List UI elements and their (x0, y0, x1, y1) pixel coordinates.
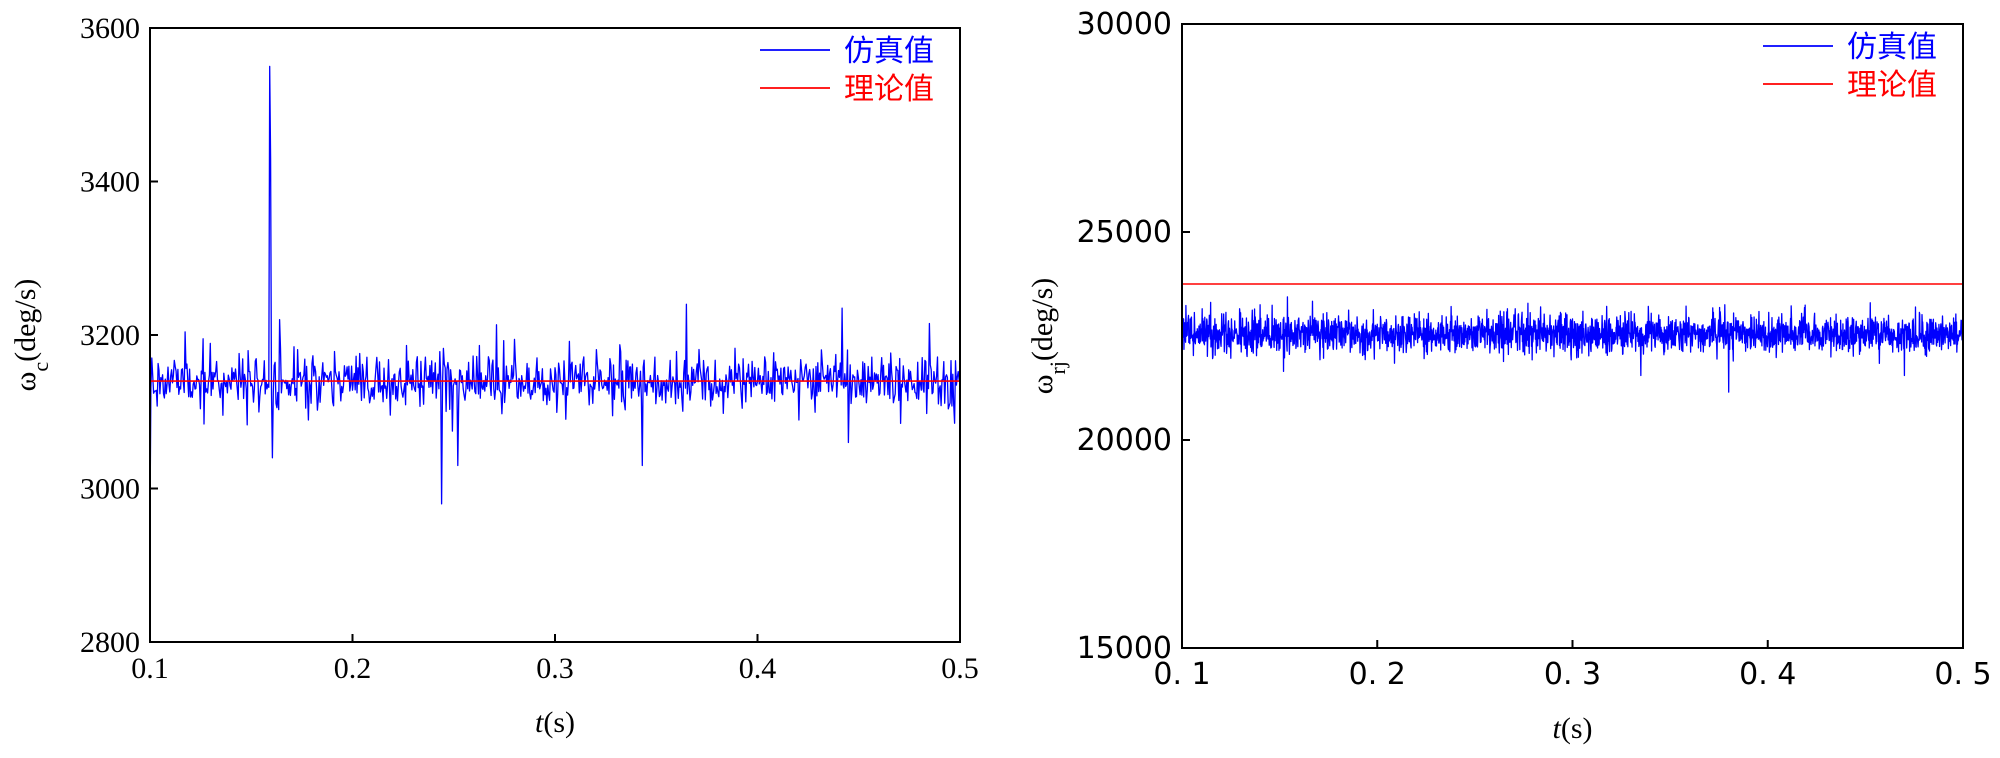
chart-1-legend-label-0: 仿真值 (1847, 30, 1937, 65)
chart-0-y-tick-label: 3200 (80, 319, 140, 352)
chart-0-legend-label-1: 理论值 (844, 72, 934, 107)
chart-0-y-tick-label: 3600 (80, 12, 140, 45)
chart-0-x-tick-label: 0.2 (334, 652, 372, 685)
chart-1-x-tick-label: 0. 1 (1153, 657, 1210, 692)
chart-0-x-tick-label: 0.5 (941, 652, 979, 685)
chart-0-y-tick-label: 3400 (80, 166, 140, 199)
chart-omega-c: 0.1 0.2 0.3 0.4 0.5 2800 3000 3200 3400 3600 t(s) ω… (9, 12, 979, 739)
chart-0-x-tick-label: 0.1 (131, 652, 169, 685)
chart-1-series-0-line (1182, 296, 1963, 393)
chart-1-x-axis-label: t(s) (1553, 712, 1593, 745)
chart-0-y-axis-label: ωc(deg/s) (9, 279, 53, 392)
chart-1-plot-area (1182, 283, 1963, 393)
chart-0-x-tick-label: 0.4 (739, 652, 777, 685)
chart-0-y-tick-label: 3000 (80, 473, 140, 506)
chart-1-x-tick-label: 0. 3 (1544, 657, 1601, 692)
chart-0-x-tick-label: 0.3 (536, 652, 574, 685)
chart-1-y-tick-label: 25000 (1077, 215, 1172, 250)
chart-1-x-tick-label: 0. 5 (1934, 657, 1991, 692)
chart-1-y-tick-label: 20000 (1077, 423, 1172, 458)
chart-1-legend-label-1: 理论值 (1847, 68, 1937, 103)
chart-0-x-axis-label: t(s) (535, 706, 575, 739)
chart-0-legend-label-0: 仿真值 (844, 34, 934, 69)
chart-0-plot-area (150, 65, 960, 520)
chart-0-y-tick-label: 2800 (80, 626, 140, 659)
chart-1-x-tick-label: 0. 4 (1739, 657, 1796, 692)
chart-1-y-tick-label: 15000 (1077, 631, 1172, 666)
chart-omega-rj: 0. 1 0. 2 0. 3 0. 4 0. 5 15000 20000 25000 30000… (1026, 7, 1992, 745)
chart-1-y-tick-label: 30000 (1077, 7, 1172, 42)
chart-1-x-tick-label: 0. 2 (1349, 657, 1406, 692)
chart-0-series-0-line (150, 65, 960, 520)
chart-1-y-axis-label: ωrj(deg/s) (1026, 278, 1070, 395)
